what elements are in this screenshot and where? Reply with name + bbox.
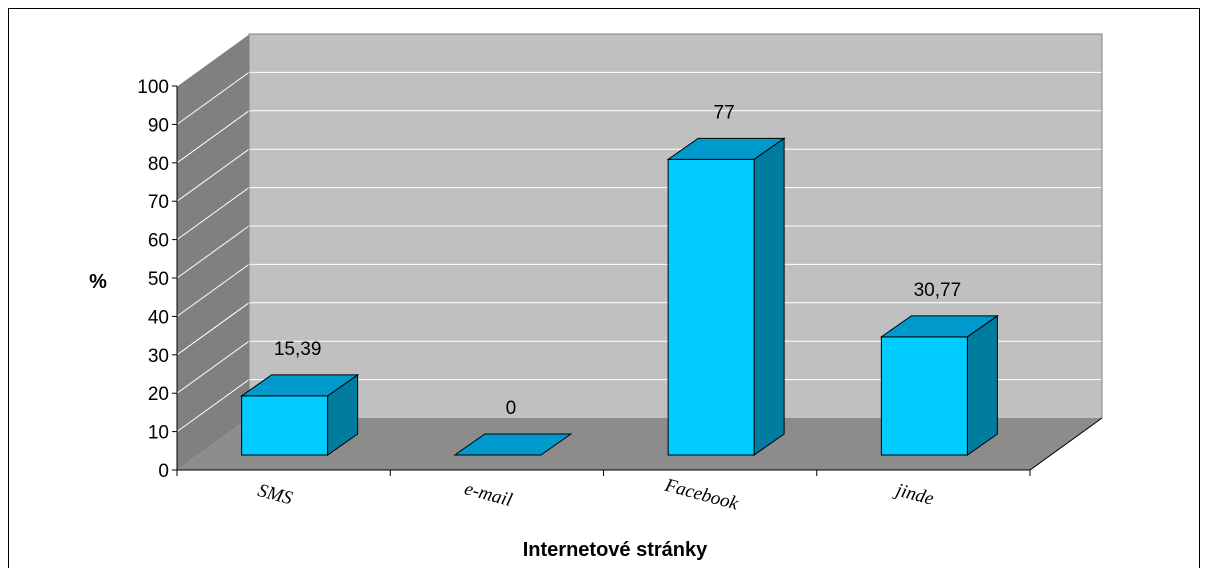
y-tick-label: 40 <box>148 307 169 328</box>
bar <box>667 158 755 456</box>
bar-side <box>966 314 998 456</box>
bar <box>880 336 968 456</box>
bar-side <box>753 137 785 456</box>
y-tick-label: 100 <box>137 77 169 98</box>
y-tick-label: 60 <box>148 231 169 252</box>
y-tick-label: 50 <box>148 269 169 290</box>
bar-top <box>453 433 573 456</box>
y-tick-label: 0 <box>158 461 169 482</box>
data-label: 15,39 <box>274 339 322 360</box>
bar-top <box>666 137 786 160</box>
floor <box>177 418 1102 470</box>
y-tick-label: 20 <box>148 384 169 405</box>
floor-edge-line <box>1029 417 1103 471</box>
bar-top <box>879 315 999 338</box>
y-tick-label: 30 <box>148 346 169 367</box>
data-label: 77 <box>714 102 735 123</box>
bar-top <box>240 374 360 397</box>
chart-frame <box>8 8 1200 568</box>
chart-gridlines <box>176 33 1103 471</box>
chart-axes: 0 10 20 30 40 50 60 70 80 90 100 <box>137 77 1103 482</box>
category-label: e-mail <box>462 478 514 511</box>
y-axis-title: % <box>89 271 107 293</box>
y-tick-label: 80 <box>148 154 169 175</box>
y-tick-label: 90 <box>148 115 169 136</box>
data-label: 0 <box>506 398 517 419</box>
x-axis-title: Internetové stránky <box>523 539 708 561</box>
chart-bars <box>240 137 999 456</box>
category-label: Facebook <box>662 475 741 515</box>
category-label: jinde <box>891 479 936 510</box>
bar <box>241 395 329 456</box>
y-tick-label: 70 <box>148 192 169 213</box>
y-tick-label: 10 <box>148 423 169 444</box>
category-label: SMS <box>256 480 296 509</box>
data-label: 30,77 <box>914 280 962 301</box>
